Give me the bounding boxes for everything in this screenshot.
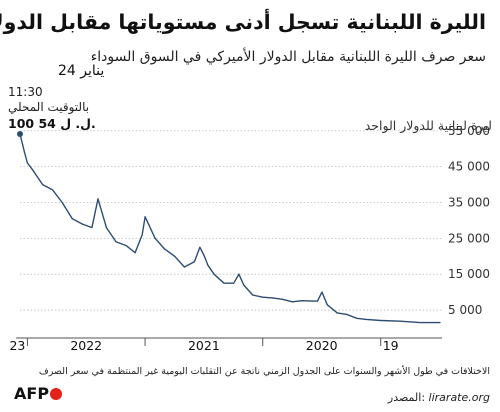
data-point [91,226,93,229]
source-line: المصدر: lirarate.org [388,391,490,404]
data-point [144,216,146,218]
data-point [346,313,348,315]
source-site: lirarate.org [428,391,490,404]
data-point [164,248,166,250]
data-point [272,297,274,299]
data-point [281,298,283,300]
data-point [356,317,358,319]
latest-point-marker [17,130,23,137]
source-label: المصدر: [387,391,426,404]
data-point [41,183,44,186]
y-tick-label: 5 000 [448,303,482,317]
chart-title: الليرة اللبنانية تسجل أدنى مستوياتها مقا… [0,10,486,34]
data-point [141,234,143,236]
data-point [243,284,245,286]
x-tick-label: 23 [9,338,25,353]
data-point [233,282,235,284]
annotation-latest-value: 100 54 ل. ل. [8,116,96,131]
x-tick-label: 19 [383,338,399,353]
data-point [223,282,225,284]
y-axis-label: ليرة لبنانية للدولار الواحد [364,118,492,133]
x-tick-label: 2022 [70,338,102,353]
data-point [125,244,127,247]
x-tick-label: 2021 [188,338,220,353]
data-point [439,321,441,324]
data-point [26,162,29,164]
afp-logo-text: AFP [14,384,50,403]
y-tick-label: 15 000 [448,267,490,281]
data-point [23,151,26,153]
data-point [71,218,73,220]
data-point [399,320,401,322]
data-point [213,273,215,275]
data-point [134,252,136,254]
data-point [238,273,240,275]
data-point [193,261,195,263]
annotation-date: 24 يناير [58,63,105,79]
data-point [419,321,421,324]
data-point [321,291,323,293]
data-point [316,300,319,302]
y-tick-label: 35 000 [448,195,490,209]
data-point [174,255,176,257]
data-point [291,301,293,303]
data-point [51,189,54,191]
series-line [19,133,440,324]
annotation-local-time-label: بالتوقيت المحلي [8,100,90,114]
data-point [311,300,313,302]
data-point [301,300,303,302]
data-point [365,318,367,320]
data-point [336,312,338,314]
footnote: الاختلافات في طول الأشهر والسنوات على ال… [38,366,490,377]
y-tick-label: 45 000 [448,160,490,174]
data-point [380,319,382,322]
afp-logo: AFP [14,384,63,403]
data-point [105,226,107,229]
data-point [115,241,117,243]
data-point [262,296,264,298]
y-tick-label: 25 000 [448,231,490,245]
data-point [32,169,34,171]
x-tick-label: 2020 [306,338,338,353]
annotation-time: 11:30 [8,85,43,99]
data-point [199,246,201,248]
data-point [183,266,185,268]
data-point [326,304,328,306]
data-point [252,294,254,296]
data-point [61,201,63,204]
data-point [203,255,205,257]
y-tick-label: 55 000 [448,124,490,138]
chart-subtitle: سعر صرف الليرة اللبنانية مقابل الدولار ا… [90,49,486,65]
data-point [97,198,99,200]
data-point [154,237,156,239]
data-point [207,264,209,266]
afp-logo-dot-icon [50,387,63,400]
data-point [81,223,83,225]
